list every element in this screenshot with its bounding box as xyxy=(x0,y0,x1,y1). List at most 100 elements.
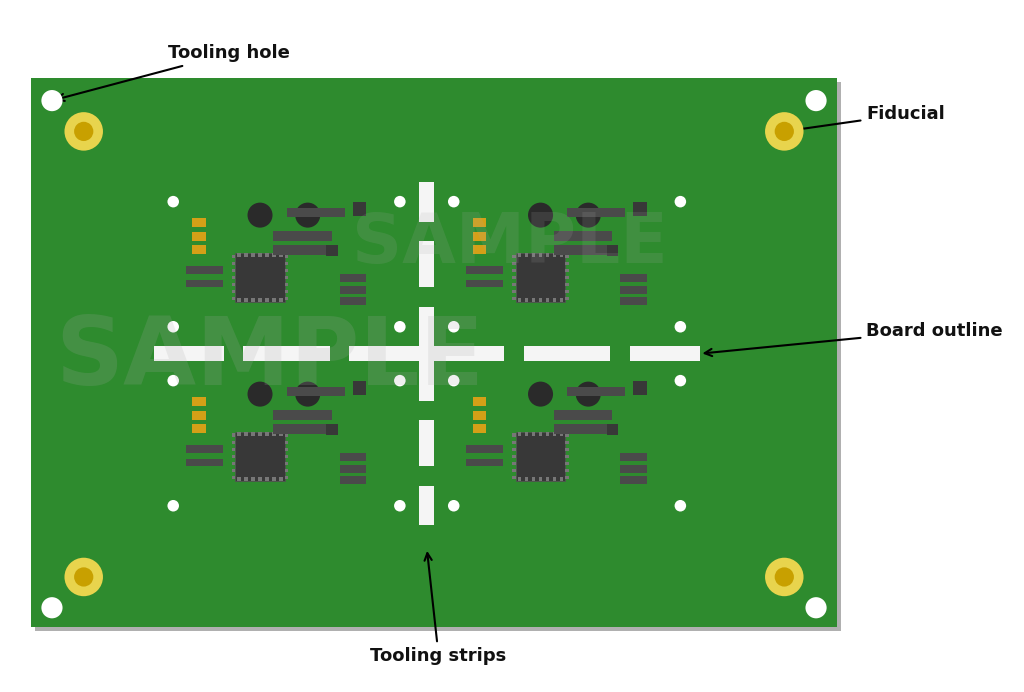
Circle shape xyxy=(675,500,686,511)
Text: SAMPLE: SAMPLE xyxy=(55,313,484,406)
Circle shape xyxy=(41,597,62,619)
Bar xyxy=(154,361,419,525)
Bar xyxy=(236,432,285,481)
Bar xyxy=(466,459,504,466)
Bar xyxy=(231,282,236,286)
Bar xyxy=(193,219,206,227)
Bar xyxy=(231,255,236,258)
Bar xyxy=(512,255,516,258)
Bar xyxy=(565,268,569,272)
Bar xyxy=(565,468,569,472)
Bar xyxy=(231,289,236,293)
Bar xyxy=(251,298,255,302)
Bar xyxy=(280,432,283,435)
Circle shape xyxy=(575,203,601,228)
Bar xyxy=(505,173,523,183)
Bar xyxy=(231,275,236,279)
Bar xyxy=(621,274,646,282)
Circle shape xyxy=(394,196,406,208)
Bar xyxy=(565,433,569,437)
Bar xyxy=(340,453,366,461)
Bar xyxy=(524,298,528,302)
Bar xyxy=(554,245,612,255)
Bar xyxy=(280,253,283,257)
Circle shape xyxy=(394,500,406,511)
Bar xyxy=(340,476,366,484)
Bar xyxy=(185,266,223,274)
Bar xyxy=(518,432,521,435)
Bar xyxy=(531,298,536,302)
Circle shape xyxy=(675,375,686,386)
Bar xyxy=(273,245,332,255)
Bar xyxy=(258,298,262,302)
Bar xyxy=(31,78,838,627)
Bar xyxy=(524,432,528,435)
Bar xyxy=(553,477,556,481)
Circle shape xyxy=(74,122,93,141)
Bar xyxy=(546,432,549,435)
Bar xyxy=(434,183,699,346)
Bar xyxy=(473,246,486,254)
Circle shape xyxy=(806,90,826,111)
Circle shape xyxy=(168,196,179,208)
Bar xyxy=(258,477,262,481)
Circle shape xyxy=(248,381,272,407)
Bar xyxy=(539,477,543,481)
Bar xyxy=(505,525,523,535)
Bar xyxy=(340,298,366,305)
Bar xyxy=(108,136,154,571)
Bar xyxy=(231,455,236,458)
Circle shape xyxy=(575,381,601,407)
Bar xyxy=(231,433,236,437)
Bar xyxy=(224,346,243,356)
Bar xyxy=(245,298,248,302)
Bar xyxy=(144,401,154,420)
Bar xyxy=(265,298,268,302)
Bar xyxy=(330,173,349,183)
Bar xyxy=(285,282,289,286)
Bar xyxy=(473,397,486,406)
Circle shape xyxy=(168,500,179,511)
Bar xyxy=(251,477,255,481)
Bar xyxy=(272,253,275,257)
Bar xyxy=(554,232,612,241)
Bar xyxy=(425,222,434,241)
Bar xyxy=(565,262,569,265)
Text: Board outline: Board outline xyxy=(705,322,1002,356)
Bar xyxy=(621,298,646,305)
Bar xyxy=(236,253,285,302)
Bar xyxy=(327,244,338,256)
Circle shape xyxy=(806,597,826,619)
Bar xyxy=(272,477,275,481)
Bar xyxy=(565,441,569,444)
Bar xyxy=(231,448,236,451)
Bar xyxy=(512,462,516,465)
Bar xyxy=(419,401,429,420)
Bar xyxy=(285,297,289,300)
Bar xyxy=(287,208,345,217)
Bar xyxy=(518,477,521,481)
Bar xyxy=(285,475,289,479)
Circle shape xyxy=(528,203,553,228)
Text: SAMPLE: SAMPLE xyxy=(352,210,668,277)
Bar xyxy=(567,387,626,396)
Bar xyxy=(607,424,618,435)
Bar xyxy=(553,253,556,257)
Bar xyxy=(285,448,289,451)
Bar xyxy=(567,208,626,217)
Bar xyxy=(610,352,630,361)
Bar xyxy=(231,441,236,444)
Bar xyxy=(353,381,367,394)
Bar xyxy=(512,468,516,472)
Bar xyxy=(238,477,241,481)
Bar xyxy=(35,82,841,631)
Bar xyxy=(466,280,504,287)
Bar xyxy=(193,246,206,254)
Circle shape xyxy=(775,567,794,587)
Bar xyxy=(231,297,236,300)
Bar xyxy=(565,282,569,286)
Bar xyxy=(473,411,486,419)
Bar xyxy=(466,445,504,453)
Bar xyxy=(512,289,516,293)
Bar xyxy=(285,255,289,258)
